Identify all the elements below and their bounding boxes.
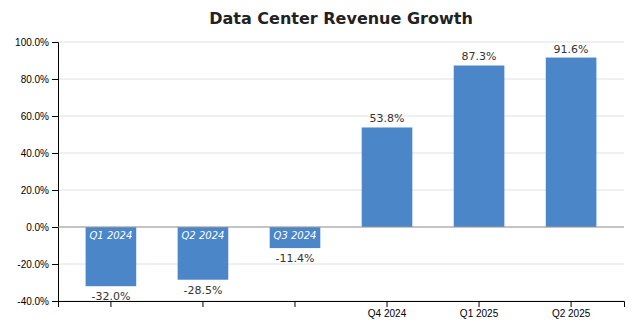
data-label: 91.6% <box>554 43 589 56</box>
y-tick-label: 100.0% <box>15 37 49 48</box>
y-tick-label: 0.0% <box>26 222 49 233</box>
title: Data Center Revenue Growth <box>209 9 473 28</box>
bar <box>454 65 505 227</box>
zero-line <box>58 227 624 228</box>
y-tick: -20.0% <box>17 259 58 270</box>
data-label: -11.4% <box>276 252 315 265</box>
grid <box>58 42 624 301</box>
plot: -40.0% -20.0% 0.0% 20.0% 40.0% 60.0% 80.0% 100.… <box>15 37 624 319</box>
bars <box>86 58 597 287</box>
y-tick-label: 20.0% <box>21 185 49 196</box>
y-tick: 20.0% <box>21 185 58 196</box>
y-tick: 60.0% <box>21 111 58 122</box>
bar <box>362 127 413 227</box>
x-tick-label: Q1 2025 <box>460 308 499 319</box>
x-tick: Q4 2024 <box>368 301 407 319</box>
x-tick-mark <box>387 301 388 307</box>
x-tick <box>202 301 203 307</box>
y-tick-mark <box>52 42 58 43</box>
y-tick-label: -40.0% <box>17 296 49 307</box>
labels: -32.0% -28.5% -11.4% 53.8% 87.3% 91.6% Q1 2024… <box>89 43 588 303</box>
y-tick-mark <box>52 153 58 154</box>
x-tick-mark <box>479 301 480 307</box>
grid-line <box>58 227 624 228</box>
x-axis: Q4 2024 Q1 2025 Q2 2025 <box>59 301 625 319</box>
data-label: 53.8% <box>370 112 405 125</box>
grid-line <box>58 264 624 265</box>
y-tick: 0.0% <box>26 222 58 233</box>
y-tick: 100.0% <box>15 37 58 48</box>
x-tick-mark <box>202 301 203 307</box>
x-tick-mark <box>294 301 295 307</box>
y-tick-mark <box>52 227 58 228</box>
y-tick: 40.0% <box>21 148 58 159</box>
y-tick-mark <box>52 79 58 80</box>
category-label: Q1 2024 <box>89 230 132 241</box>
x-tick: Q2 2025 <box>552 301 591 319</box>
x-tick-mark <box>571 301 572 307</box>
y-tick-mark <box>52 301 58 302</box>
y-tick-mark <box>52 264 58 265</box>
data-label: -32.0% <box>91 290 130 303</box>
y-tick-mark <box>52 116 58 117</box>
grid-line <box>58 42 624 43</box>
bar <box>546 58 597 227</box>
grid-line <box>58 153 624 154</box>
y-axis: -40.0% -20.0% 0.0% 20.0% 40.0% 60.0% 80.0% 100.… <box>15 37 58 307</box>
x-tick: Q1 2025 <box>460 301 499 319</box>
y-tick-label: 80.0% <box>21 74 49 85</box>
y-tick-label: 40.0% <box>21 148 49 159</box>
category-label: Q3 2024 <box>274 230 317 241</box>
data-label: -28.5% <box>183 284 222 297</box>
x-tick <box>294 301 295 307</box>
y-tick: 80.0% <box>21 74 58 85</box>
bar <box>86 227 137 286</box>
y-tick: -40.0% <box>17 296 58 307</box>
category-label: Q2 2024 <box>182 230 225 241</box>
data-label: 87.3% <box>462 50 497 63</box>
x-tick-label: Q4 2024 <box>368 308 407 319</box>
y-tick-mark <box>52 190 58 191</box>
grid-line <box>58 190 624 191</box>
x-tick-label: Q2 2025 <box>552 308 591 319</box>
bar <box>270 227 321 248</box>
grid-line <box>58 116 624 117</box>
chart: -40.0% -20.0% 0.0% 20.0% 40.0% 60.0% 80.0% 100.… <box>0 0 640 327</box>
y-tick-label: -20.0% <box>17 259 49 270</box>
grid-line <box>58 79 624 80</box>
x-axis-line <box>59 302 625 308</box>
y-tick-label: 60.0% <box>21 111 49 122</box>
bar <box>178 227 229 280</box>
y-axis-line <box>52 43 59 302</box>
